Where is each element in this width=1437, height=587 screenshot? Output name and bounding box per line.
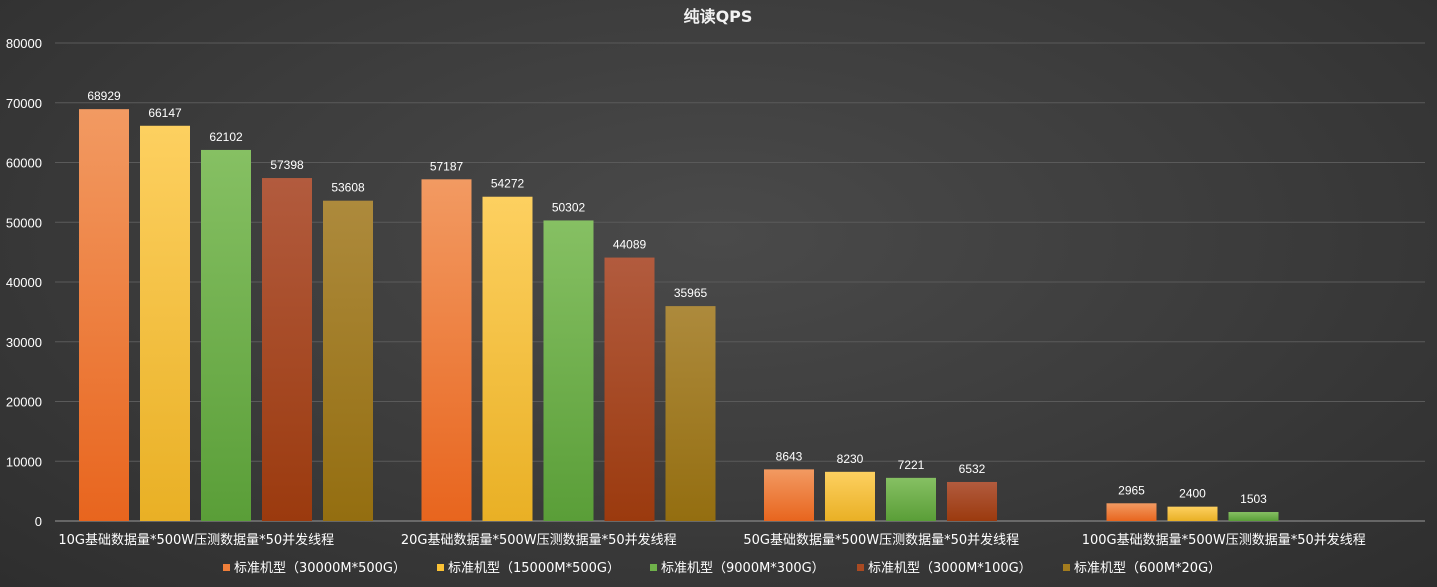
legend-swatch: [1063, 564, 1070, 571]
legend-swatch: [857, 564, 864, 571]
data-label: 8643: [776, 449, 803, 463]
legend-label: 标准机型（9000M*300G）: [661, 561, 825, 576]
data-label: 68929: [87, 89, 121, 103]
bar: [825, 471, 875, 521]
bar: [604, 257, 655, 521]
gridlines: [55, 42, 1425, 522]
x-category-label: 10G基础数据量*500W压测数据量*50并发线程: [58, 532, 334, 548]
y-tick-label: 50000: [6, 215, 42, 230]
data-label: 66147: [148, 106, 182, 120]
data-label: 62102: [209, 130, 243, 144]
data-label: 53608: [331, 181, 365, 195]
bars: [79, 109, 1279, 522]
legend: 标准机型（30000M*500G） 标准机型（15000M*500G） 标准机型（9…: [223, 561, 1221, 576]
legend-swatch: [437, 564, 444, 571]
data-label: 2400: [1179, 487, 1206, 501]
bar: [947, 481, 997, 521]
data-label: 50302: [552, 200, 586, 214]
y-tick-label: 20000: [6, 395, 42, 410]
chart-title: 纯读QPS: [684, 7, 753, 26]
y-axis-ticks: 0 10000 20000 30000 40000 50000 60000 70000 8000…: [6, 36, 42, 529]
x-category-label: 100G基础数据量*500W压测数据量*50并发线程: [1082, 532, 1366, 548]
bar: [665, 306, 716, 521]
legend-swatch: [223, 564, 230, 571]
y-tick-label: 0: [35, 514, 42, 529]
data-label: 8230: [837, 452, 864, 466]
data-label: 44089: [613, 238, 647, 252]
y-tick-label: 40000: [6, 275, 42, 290]
data-label: 35965: [674, 286, 708, 300]
y-tick-label: 10000: [6, 454, 42, 469]
bar: [201, 149, 251, 521]
bar: [543, 220, 594, 521]
bar: [1167, 506, 1218, 521]
bar: [764, 469, 814, 521]
y-tick-label: 60000: [6, 156, 42, 171]
data-label: 6532: [959, 462, 986, 476]
legend-label: 标准机型（600M*20G）: [1074, 561, 1221, 576]
bar: [140, 125, 190, 522]
x-category-label: 50G基础数据量*500W压测数据量*50并发线程: [743, 532, 1019, 548]
bar: [482, 196, 533, 521]
bar: [886, 477, 936, 521]
legend-swatch: [650, 564, 657, 571]
x-category-label: 20G基础数据量*500W压测数据量*50并发线程: [401, 532, 677, 548]
legend-label: 标准机型（30000M*500G）: [234, 561, 406, 576]
legend-label: 标准机型（3000M*100G）: [868, 561, 1032, 576]
data-label: 1503: [1240, 492, 1267, 506]
bar: [262, 178, 312, 522]
bar: [323, 200, 373, 521]
data-label: 2965: [1118, 483, 1145, 497]
data-label: 57398: [270, 158, 304, 172]
bar: [1228, 512, 1279, 521]
data-label: 57187: [430, 159, 464, 173]
y-tick-label: 70000: [6, 96, 42, 111]
data-label: 7221: [898, 458, 925, 472]
bar: [79, 109, 129, 521]
y-tick-label: 80000: [6, 36, 42, 51]
y-tick-label: 30000: [6, 335, 42, 350]
x-axis-categories: 10G基础数据量*500W压测数据量*50并发线程 20G基础数据量*500W压测…: [58, 532, 1365, 548]
data-label: 54272: [491, 177, 525, 191]
bar: [1106, 503, 1157, 521]
legend-label: 标准机型（15000M*500G）: [448, 561, 620, 576]
data-labels: 68929 66147 62102 57398 53608 57187 54272 50302…: [87, 89, 1267, 506]
bar: [421, 179, 472, 521]
